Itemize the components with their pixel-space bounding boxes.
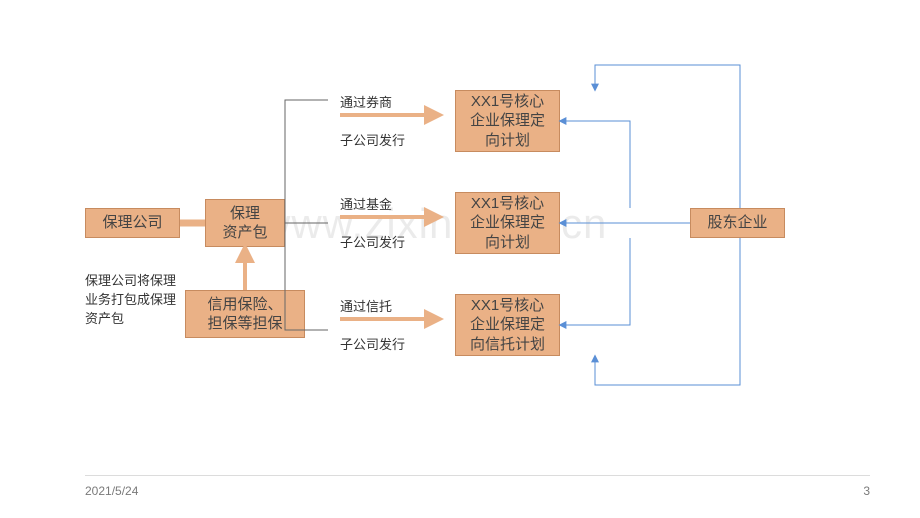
node-label: XX1号核心 企业保理定 向计划	[470, 194, 545, 253]
label-top-b: 子公司发行	[340, 130, 405, 149]
node-plan-top: XX1号核心 企业保理定 向计划	[455, 90, 560, 152]
edges-svg	[0, 0, 920, 518]
node-label: XX1号核心 企业保理定 向计划	[470, 92, 545, 151]
footer-page: 3	[863, 484, 870, 498]
node-guarantee: 信用保险、 担保等担保	[185, 290, 305, 338]
note-text: 保理公司将保理业务打包成保理资产包	[85, 272, 185, 329]
label-top-a: 通过券商	[340, 92, 392, 111]
edge-sh-to-bot	[595, 238, 740, 385]
edge-top-to-sh	[560, 121, 630, 208]
node-label: 股东企业	[707, 213, 767, 233]
node-asset-pkg: 保理 资产包	[205, 199, 285, 247]
node-plan-mid: XX1号核心 企业保理定 向计划	[455, 192, 560, 254]
node-label: 保理 资产包	[222, 204, 267, 243]
label-bot-b: 子公司发行	[340, 334, 405, 353]
node-plan-bot: XX1号核心 企业保理定 向信托计划	[455, 294, 560, 356]
edge-bot-to-sh	[560, 238, 630, 325]
edge-sh-to-top	[595, 65, 740, 208]
label-mid-a: 通过基金	[340, 194, 392, 213]
node-label: 信用保险、 担保等担保	[207, 295, 282, 334]
node-label: XX1号核心 企业保理定 向信托计划	[470, 296, 545, 355]
node-label: 保理公司	[102, 213, 162, 233]
footer-divider	[85, 475, 870, 476]
footer-date: 2021/5/24	[85, 484, 138, 498]
node-factoring-co: 保理公司	[85, 208, 180, 238]
label-mid-b: 子公司发行	[340, 232, 405, 251]
label-bot-a: 通过信托	[340, 296, 392, 315]
node-shareholder: 股东企业	[690, 208, 785, 238]
